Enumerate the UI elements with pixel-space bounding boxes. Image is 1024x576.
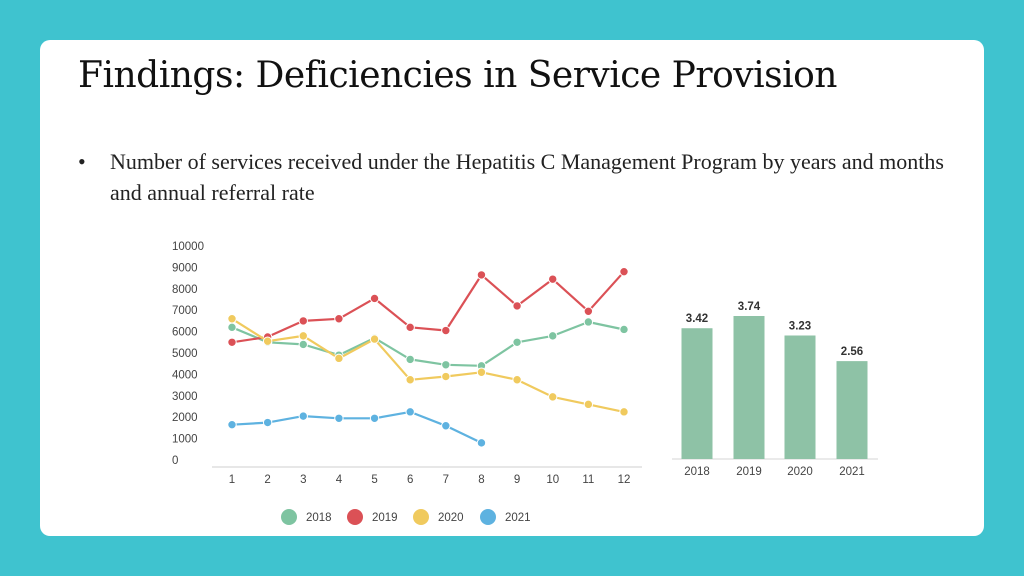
series-line-2020 bbox=[231, 317, 625, 413]
bar-category-label: 2018 bbox=[684, 466, 710, 478]
legend-label-2020: 2020 bbox=[438, 512, 464, 524]
data-point bbox=[369, 413, 380, 423]
bar-chart: 3.42 2018 3.74 2019 3.23 2020 2.56 2021 bbox=[672, 301, 878, 478]
data-point bbox=[369, 293, 380, 304]
data-point bbox=[405, 407, 415, 417]
data-point bbox=[583, 399, 594, 410]
bar-category-label: 2020 bbox=[787, 466, 813, 478]
data-point bbox=[227, 322, 237, 333]
data-point bbox=[334, 353, 344, 364]
legend-label-2021: 2021 bbox=[505, 512, 531, 524]
y-tick-label: 3000 bbox=[172, 391, 198, 403]
data-point bbox=[262, 417, 273, 428]
x-tick-label: 4 bbox=[336, 474, 343, 486]
data-point bbox=[334, 314, 344, 324]
data-point bbox=[512, 301, 522, 311]
x-tick-label: 6 bbox=[407, 474, 413, 486]
bar bbox=[836, 361, 868, 459]
data-point bbox=[227, 419, 237, 430]
x-tick-label: 5 bbox=[371, 474, 377, 486]
data-point bbox=[548, 274, 558, 284]
y-tick-label: 8000 bbox=[172, 284, 198, 296]
data-point bbox=[619, 407, 629, 417]
data-point bbox=[405, 354, 415, 365]
bar bbox=[681, 328, 713, 459]
bar-value-label: 3.74 bbox=[738, 301, 761, 313]
x-tick-label: 7 bbox=[443, 474, 449, 486]
y-tick-label: 2000 bbox=[172, 412, 198, 424]
data-point bbox=[298, 331, 308, 341]
legend-swatch-2019 bbox=[347, 509, 363, 525]
series-line-2019 bbox=[231, 270, 625, 344]
bar bbox=[733, 316, 765, 459]
data-point bbox=[619, 266, 629, 277]
x-tick-label: 1 bbox=[229, 474, 235, 486]
x-tick-label: 12 bbox=[618, 474, 631, 486]
data-point bbox=[476, 270, 487, 280]
legend-label-2019: 2019 bbox=[372, 512, 398, 524]
series-2021 bbox=[227, 407, 487, 448]
data-point bbox=[548, 392, 558, 402]
data-point bbox=[441, 421, 451, 431]
data-point bbox=[619, 324, 629, 335]
series-2019 bbox=[227, 266, 629, 347]
bar-value-label: 3.42 bbox=[686, 313, 708, 325]
bar bbox=[784, 335, 816, 459]
data-point bbox=[227, 314, 237, 324]
x-tick-label: 3 bbox=[300, 474, 306, 486]
y-tick-label: 5000 bbox=[172, 348, 198, 360]
data-point bbox=[262, 336, 273, 346]
y-tick-label: 4000 bbox=[172, 369, 198, 381]
line-chart: 0 1000 2000 3000 4000 5000 6000 7000 8000 9000 100… bbox=[172, 241, 642, 525]
data-point bbox=[441, 360, 451, 370]
x-tick-label: 2 bbox=[264, 474, 270, 486]
data-point bbox=[476, 367, 487, 377]
slide: Findings: Deficiencies in Service Provis… bbox=[40, 40, 984, 536]
series-2020 bbox=[227, 314, 629, 417]
series-line-2021 bbox=[231, 410, 482, 444]
bar-value-label: 3.23 bbox=[789, 321, 811, 333]
bar-value-label: 2.56 bbox=[841, 346, 863, 358]
data-point bbox=[298, 316, 308, 326]
series-line-2018 bbox=[231, 320, 625, 367]
y-tick-label: 1000 bbox=[172, 434, 198, 446]
bullet-item: • Number of services received under the … bbox=[78, 146, 958, 208]
legend-swatch-2021 bbox=[480, 509, 496, 525]
slide-title: Findings: Deficiencies in Service Provis… bbox=[78, 55, 837, 96]
data-point bbox=[227, 337, 237, 347]
data-point bbox=[334, 413, 344, 423]
bar-category-label: 2021 bbox=[839, 466, 865, 478]
data-point bbox=[441, 325, 451, 336]
data-point bbox=[512, 337, 522, 347]
bar-category-label: 2019 bbox=[736, 466, 762, 478]
data-point bbox=[405, 322, 415, 333]
y-tick-label: 0 bbox=[172, 455, 178, 467]
y-tick-label: 9000 bbox=[172, 262, 198, 274]
series-2018 bbox=[227, 317, 629, 371]
bullet-text: Number of services received under the He… bbox=[110, 149, 944, 205]
data-point bbox=[476, 438, 487, 448]
legend-swatch-2018 bbox=[281, 509, 297, 525]
data-point bbox=[405, 375, 415, 385]
data-point bbox=[512, 375, 522, 385]
data-point bbox=[583, 306, 594, 316]
data-point bbox=[369, 334, 380, 344]
data-point bbox=[583, 317, 594, 327]
data-point bbox=[298, 339, 308, 350]
y-tick-label: 6000 bbox=[172, 327, 198, 339]
x-tick-label: 10 bbox=[546, 474, 559, 486]
legend-label-2018: 2018 bbox=[306, 512, 332, 524]
x-tick-label: 11 bbox=[582, 474, 594, 486]
data-point bbox=[548, 331, 558, 341]
legend-swatch-2020 bbox=[413, 509, 429, 525]
y-tick-label: 10000 bbox=[172, 241, 204, 253]
y-tick-label: 7000 bbox=[172, 305, 198, 317]
data-point bbox=[441, 371, 451, 382]
bullet-marker: • bbox=[78, 149, 86, 174]
data-point bbox=[298, 411, 308, 421]
x-tick-label: 8 bbox=[478, 474, 484, 486]
x-tick-label: 9 bbox=[514, 474, 520, 486]
